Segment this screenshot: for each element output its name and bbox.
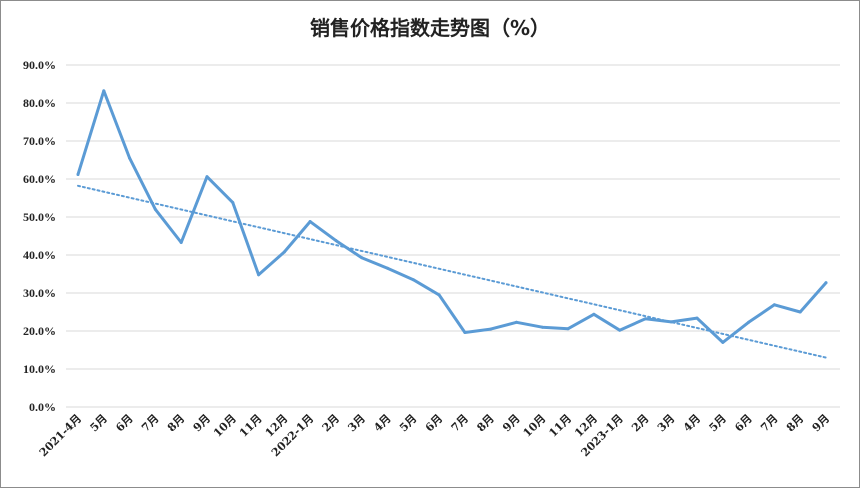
y-tick-label: 40.0% <box>23 248 56 262</box>
x-tick-label: 8月 <box>165 412 187 434</box>
x-tick-label: 8月 <box>784 412 806 434</box>
data-point <box>721 340 725 344</box>
y-tick-label: 90.0% <box>23 58 56 72</box>
x-tick-label: 6月 <box>423 412 445 434</box>
x-tick-label: 11月 <box>546 412 574 440</box>
x-tick-label: 3月 <box>345 412 367 434</box>
chart-title: 销售价格指数走势图（%） <box>309 16 551 40</box>
data-point <box>540 325 544 329</box>
data-point <box>772 303 776 307</box>
x-tick-label: 9月 <box>500 412 522 434</box>
data-point <box>669 320 673 324</box>
data-point <box>386 266 390 270</box>
x-tick-label: 9月 <box>191 412 213 434</box>
data-point <box>798 310 802 314</box>
y-tick-label: 10.0% <box>23 362 56 376</box>
y-tick-label: 70.0% <box>23 134 56 148</box>
y-tick-label: 30.0% <box>23 286 56 300</box>
x-tick-label: 9月 <box>810 412 832 434</box>
x-tick-label: 7月 <box>758 412 780 434</box>
y-tick-label: 60.0% <box>23 172 56 186</box>
data-point <box>308 220 312 224</box>
x-tick-label: 3月 <box>655 412 677 434</box>
x-tick-label: 8月 <box>474 412 496 434</box>
x-tick-label: 2月 <box>320 412 342 434</box>
data-point <box>463 331 467 335</box>
data-point <box>231 201 235 205</box>
data-point <box>592 312 596 316</box>
data-point <box>489 327 493 331</box>
data-point <box>437 293 441 297</box>
data-point <box>360 256 364 260</box>
data-point <box>695 316 699 320</box>
x-tick-label: 5月 <box>88 412 110 434</box>
data-point <box>566 327 570 331</box>
x-tick-label: 2021-4月 <box>37 412 84 459</box>
y-tick-label: 0.0% <box>29 400 56 414</box>
data-point <box>205 175 209 179</box>
data-point <box>128 156 132 160</box>
trend-line <box>77 184 827 359</box>
y-tick-label: 80.0% <box>23 96 56 110</box>
data-point <box>179 240 183 244</box>
x-tick-label: 4月 <box>371 412 393 434</box>
data-point <box>411 278 415 282</box>
x-tick-label: 5月 <box>397 412 419 434</box>
x-tick-label: 2月 <box>629 412 651 434</box>
x-tick-label: 5月 <box>707 412 729 434</box>
x-tick-label: 11月 <box>237 412 265 440</box>
data-point <box>643 317 647 321</box>
series-line <box>76 89 828 344</box>
data-point <box>747 320 751 324</box>
data-point <box>334 239 338 243</box>
x-tick-label: 10月 <box>211 412 239 440</box>
x-tick-label: 6月 <box>732 412 754 434</box>
data-point <box>618 328 622 332</box>
data-point <box>514 320 518 324</box>
data-point <box>824 281 828 285</box>
x-tick-label: 10月 <box>521 412 549 440</box>
y-tick-label: 20.0% <box>23 324 56 338</box>
y-tick-label: 50.0% <box>23 210 56 224</box>
data-point <box>153 207 157 211</box>
x-tick-label: 7月 <box>449 412 471 434</box>
data-point <box>282 250 286 254</box>
x-tick-label: 7月 <box>139 412 161 434</box>
data-point <box>257 273 261 277</box>
x-tick-label: 4月 <box>681 412 703 434</box>
data-point <box>102 89 106 93</box>
data-point <box>76 172 80 176</box>
x-tick-label: 6月 <box>113 412 135 434</box>
